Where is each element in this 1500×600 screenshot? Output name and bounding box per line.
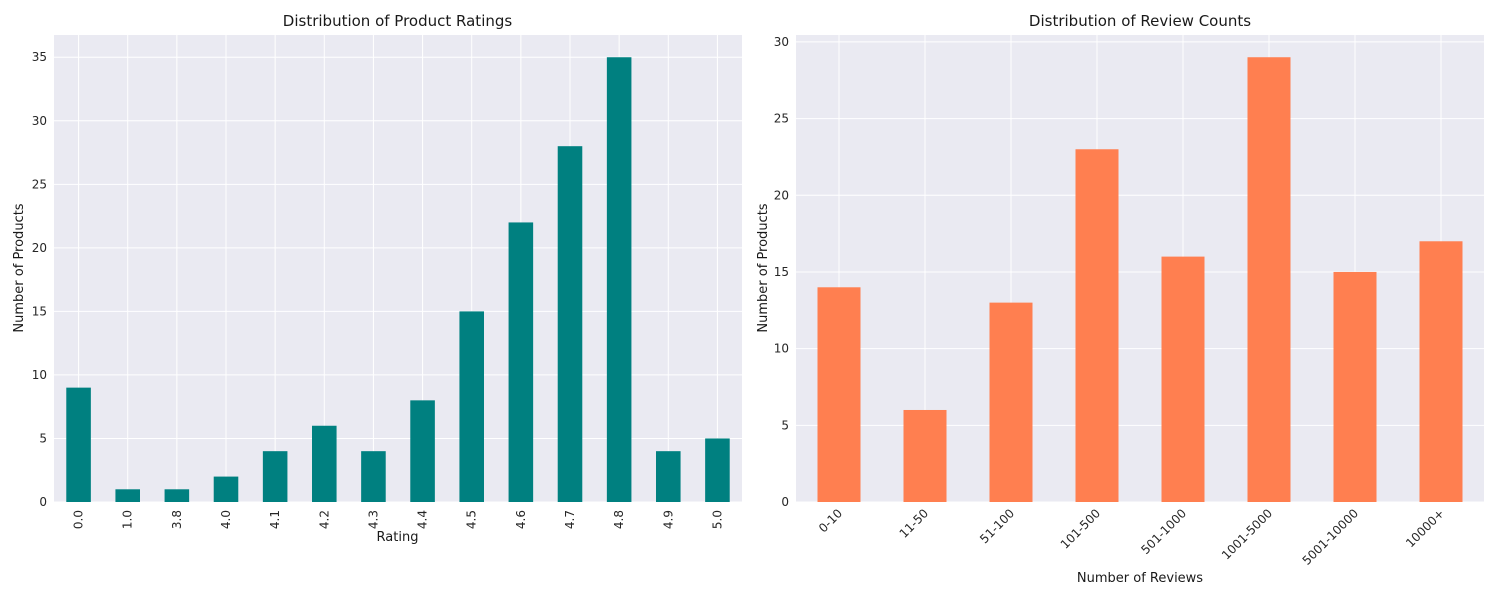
y-tick-label: 5 — [781, 418, 789, 432]
y-tick-label: 30 — [32, 114, 47, 128]
y-tick-label: 15 — [774, 265, 789, 279]
bar-4.2 — [312, 425, 337, 502]
x-tick-label: 1.0 — [121, 510, 135, 529]
bar-4.1 — [262, 451, 288, 502]
y-tick-label: 10 — [774, 342, 789, 356]
bar-10000+ — [1419, 241, 1463, 502]
y-tick-label: 5 — [39, 431, 47, 445]
bar-4.6 — [508, 222, 534, 503]
x-tick-label: 51-100 — [977, 506, 1017, 546]
y-tick-label: 10 — [32, 368, 47, 382]
bar-3.8 — [164, 489, 190, 502]
chart-title: Distribution of Product Ratings — [283, 12, 513, 30]
y-tick-label: 20 — [32, 241, 47, 255]
x-axis-label: Number of Reviews — [1077, 571, 1203, 586]
x-tick-label: 3.8 — [170, 510, 184, 529]
bar-0.0 — [66, 387, 91, 502]
bar-11-50 — [903, 409, 947, 502]
bar-4.3 — [361, 451, 386, 502]
x-tick-label: 4.6 — [514, 510, 528, 529]
y-tick-label: 20 — [774, 188, 789, 202]
y-tick-label: 0 — [39, 495, 47, 509]
bar-4.9 — [656, 451, 681, 502]
bar-1.0 — [115, 489, 140, 502]
x-tick-label: 4.4 — [416, 510, 430, 529]
x-tick-label: 4.0 — [219, 510, 233, 529]
y-tick-label: 0 — [781, 495, 789, 509]
bar-4.5 — [459, 311, 484, 502]
x-tick-label: 0.0 — [72, 510, 86, 529]
bar-4.4 — [410, 400, 435, 502]
y-axis-label: Number of Products — [12, 203, 27, 332]
bar-101-500 — [1075, 149, 1119, 502]
x-tick-label: 4.2 — [317, 510, 331, 529]
x-tick-label: 5001-10000 — [1300, 506, 1362, 568]
x-tick-label: 4.8 — [612, 510, 626, 529]
bar-4.8 — [606, 57, 632, 502]
x-tick-label: 4.1 — [268, 510, 282, 529]
chart-product-ratings: Distribution of Product Ratings Rating N… — [12, 12, 742, 545]
bar-5001-10000 — [1333, 271, 1377, 502]
y-axis-label: Number of Products — [756, 203, 771, 332]
bars — [817, 57, 1463, 502]
y-tick-label: 25 — [774, 112, 789, 126]
bar-0-10 — [817, 287, 861, 502]
x-tick-label: 0-10 — [816, 506, 845, 535]
x-tick-label: 101-500 — [1058, 506, 1103, 551]
chart-review-counts: Distribution of Review Counts Number of … — [756, 12, 1484, 586]
x-tick-label: 1001-5000 — [1219, 506, 1275, 562]
x-axis-label: Rating — [377, 530, 419, 545]
x-tick-label: 4.5 — [465, 510, 479, 529]
bar-1001-5000 — [1247, 57, 1291, 502]
bar-4.0 — [213, 476, 239, 502]
x-tick-label: 10000+ — [1403, 506, 1447, 550]
x-tick-label: 11-50 — [897, 506, 932, 541]
y-tick-label: 15 — [32, 304, 47, 318]
y-tick-label: 30 — [774, 35, 789, 49]
x-tick-label: 501-1000 — [1138, 506, 1189, 557]
plot-area — [54, 35, 742, 502]
bar-501-1000 — [1161, 256, 1205, 502]
y-tick-label: 35 — [32, 50, 47, 64]
bar-51-100 — [989, 302, 1033, 502]
chart-title: Distribution of Review Counts — [1029, 12, 1251, 30]
y-tick-label: 25 — [32, 177, 47, 191]
bar-5.0 — [705, 438, 730, 502]
x-tick-label: 4.3 — [366, 510, 380, 529]
bars — [66, 57, 730, 503]
x-tick-label: 5.0 — [710, 510, 724, 529]
x-tick-label: 4.7 — [563, 510, 577, 529]
plot-area — [796, 35, 1484, 502]
bar-4.7 — [557, 146, 583, 502]
x-tick-label: 4.9 — [661, 510, 675, 529]
